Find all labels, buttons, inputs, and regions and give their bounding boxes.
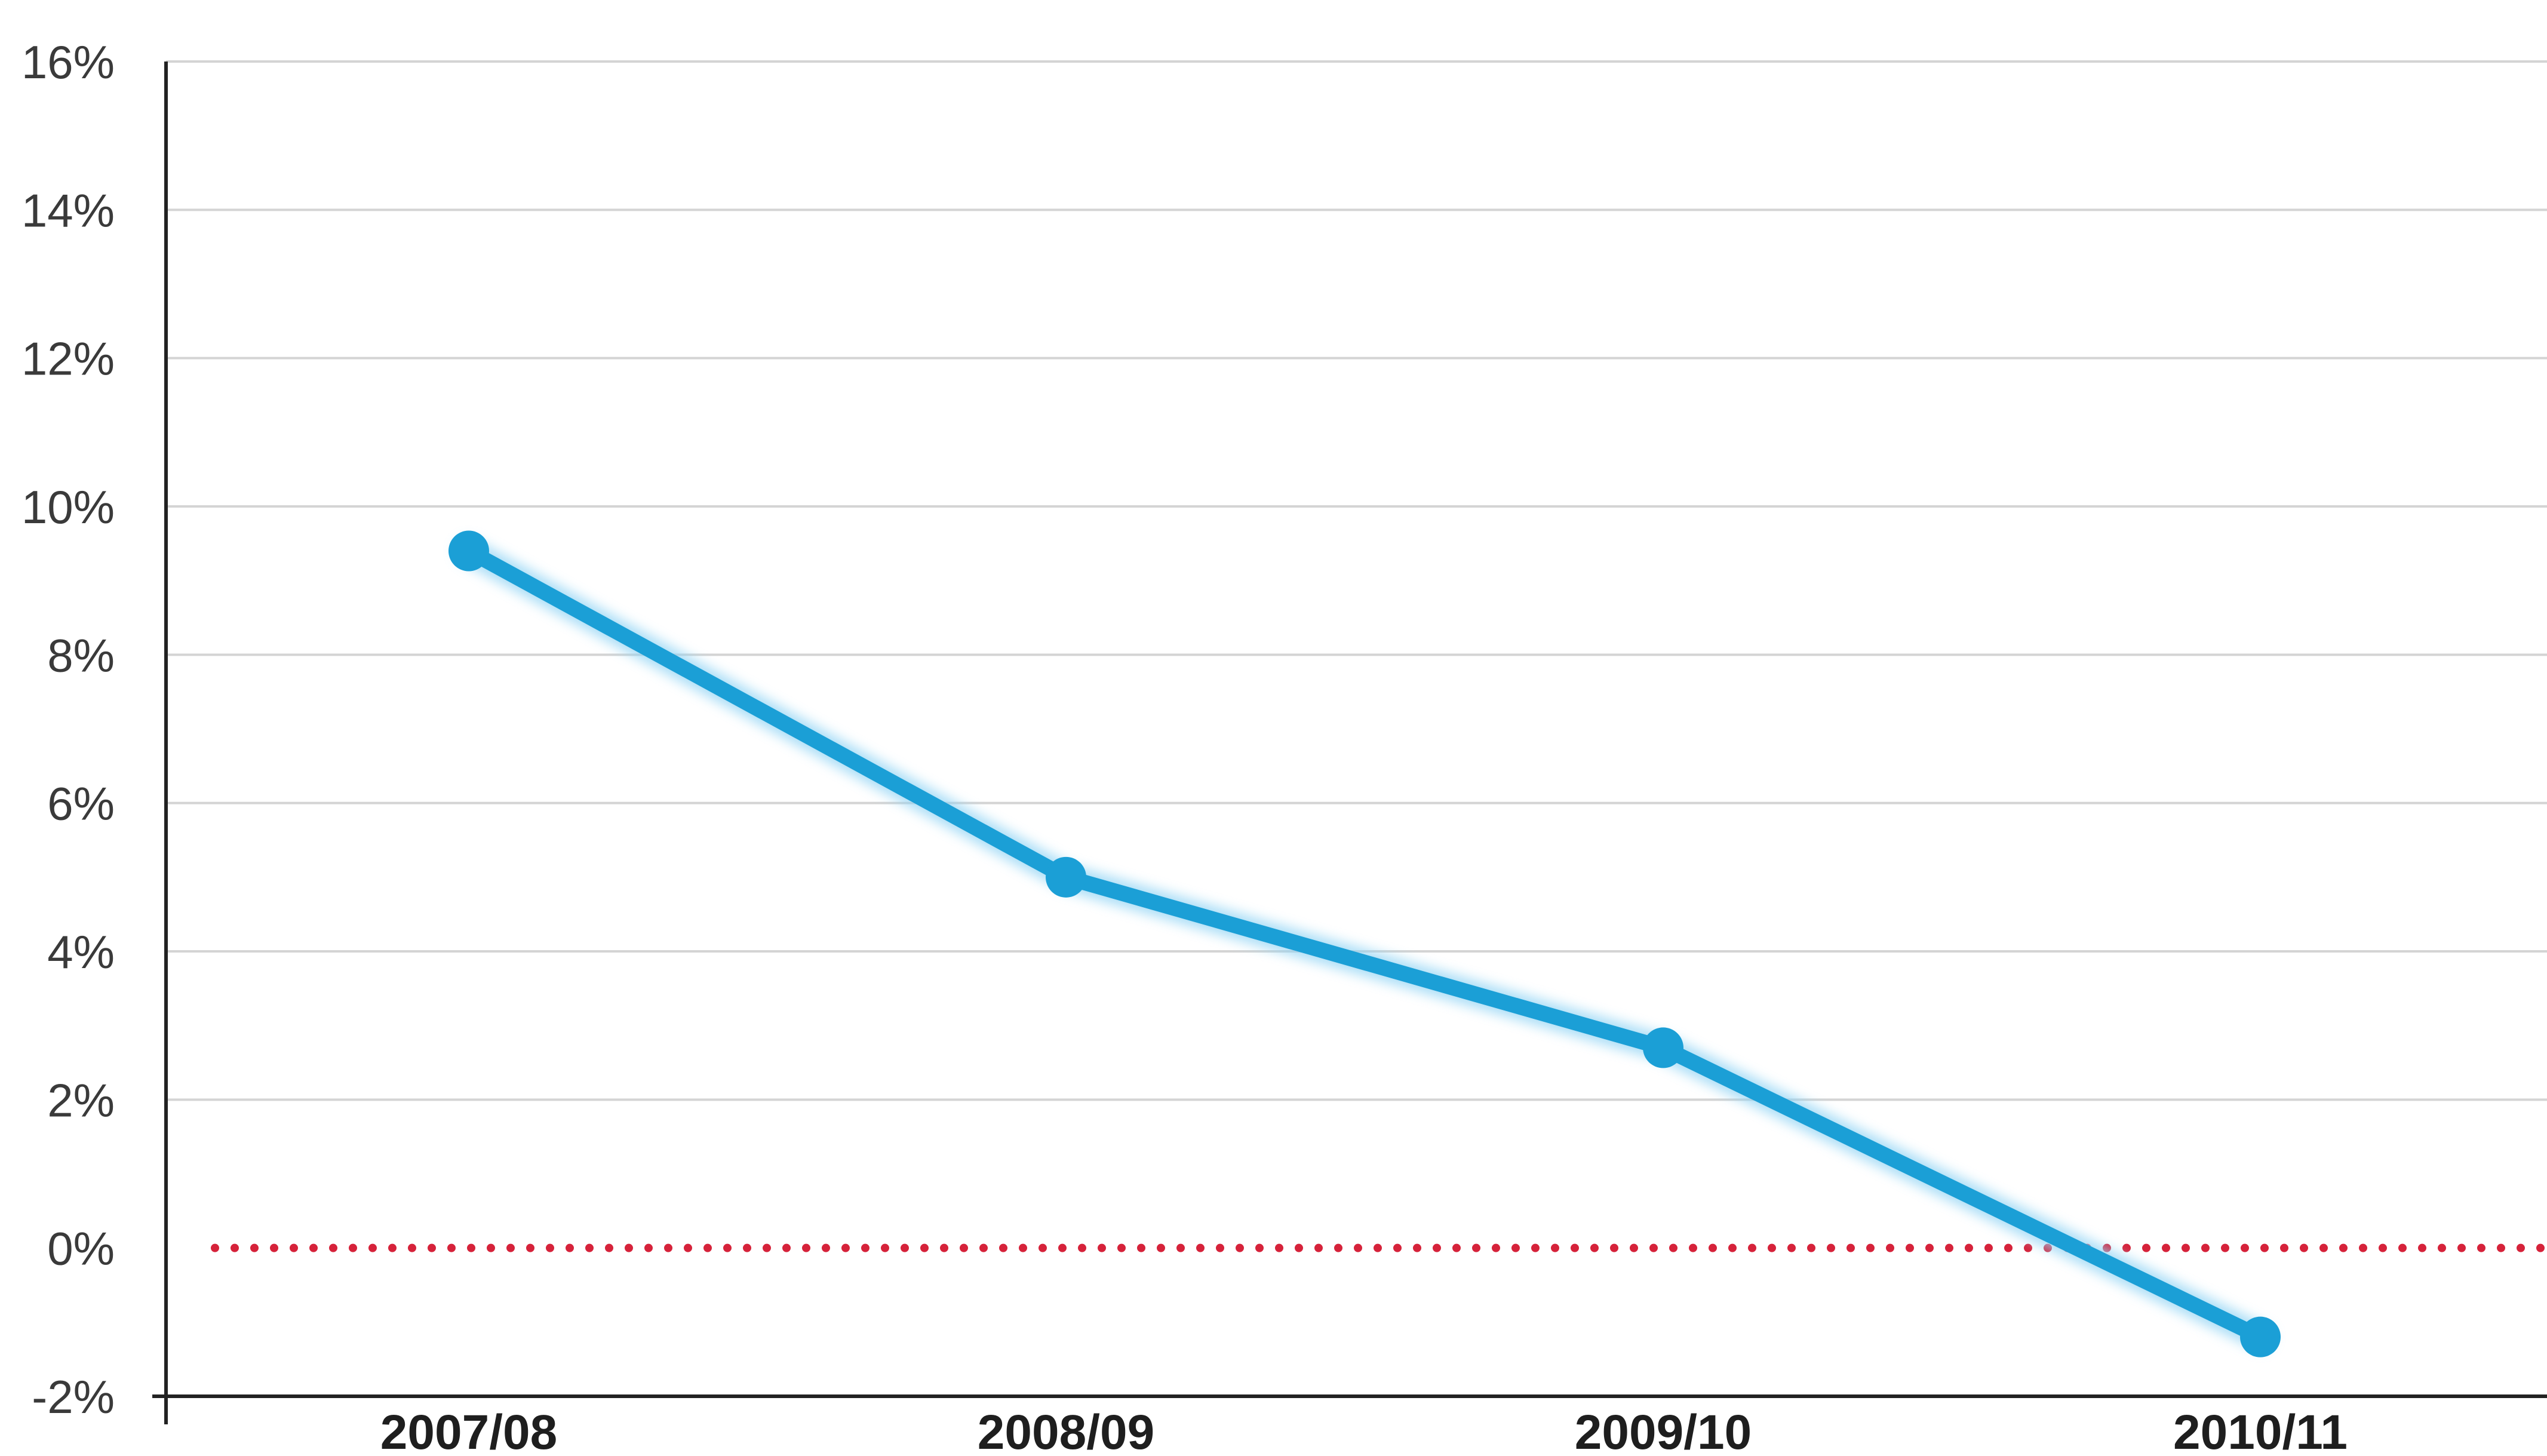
data-point (1643, 1027, 1683, 1068)
y-tick-label: 6% (47, 778, 115, 830)
y-tick-label: 8% (47, 629, 115, 681)
y-tick-label: 0% (47, 1222, 115, 1275)
y-tick-label: 4% (47, 926, 115, 978)
y-tick-label: -2% (32, 1371, 115, 1423)
series-layer (448, 530, 2281, 1357)
data-point (2240, 1316, 2281, 1357)
x-axis-tick-labels: 2007/08 2008/09 2009/10 2010/11 (380, 1405, 2348, 1456)
x-tick-label: 2008/09 (978, 1405, 1154, 1456)
data-point (448, 530, 489, 572)
y-axis-tick-labels: -2% 0% 2% 4% 6% 8% 10% 12% 14% 16% (21, 36, 115, 1423)
gridlines (166, 60, 2547, 1101)
data-point (1046, 856, 1086, 898)
y-tick-label: 12% (21, 333, 115, 385)
y-tick-label: 16% (21, 36, 115, 88)
x-tick-label: 2010/11 (2173, 1405, 2348, 1456)
y-tick-label: 2% (47, 1074, 115, 1126)
y-tick-label: 10% (21, 481, 115, 533)
series-line-glow (456, 537, 2273, 1350)
x-tick-label: 2009/10 (1575, 1405, 1752, 1456)
x-tick-label: 2007/08 (380, 1405, 557, 1456)
y-tick-label: 14% (21, 184, 115, 236)
axes (152, 62, 2547, 1424)
series-line (461, 543, 2268, 1345)
